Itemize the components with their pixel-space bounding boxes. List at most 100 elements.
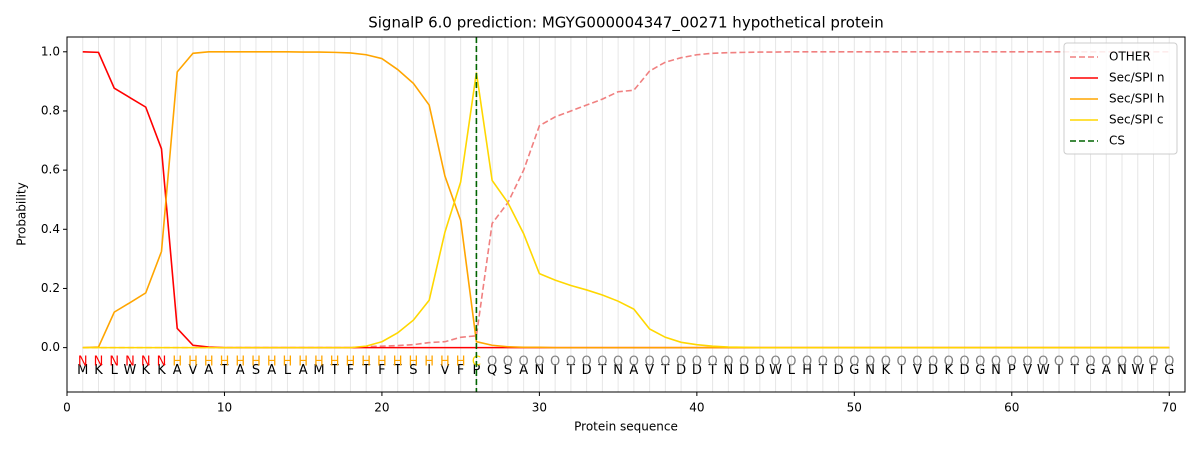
residue: L [284, 363, 292, 378]
x-tick-label: 40 [689, 401, 704, 415]
residue: Q [487, 363, 497, 378]
y-tick-label: 0.6 [41, 163, 60, 177]
residue: G [1085, 363, 1095, 378]
residue: F [457, 363, 464, 378]
residue: V [645, 363, 654, 378]
region-label: O [755, 354, 765, 369]
region-label: H [330, 354, 340, 369]
residue: I [1057, 363, 1061, 378]
region-label: O [1133, 354, 1143, 369]
residue: D [692, 363, 702, 378]
residue: F [347, 363, 354, 378]
region-label: O [786, 354, 796, 369]
residue: K [94, 363, 103, 378]
residue: A [629, 363, 638, 378]
region-label: H [440, 354, 450, 369]
legend-label: Sec/SPI n [1109, 71, 1164, 85]
plot-frame [66, 36, 1186, 393]
region-label: O [582, 354, 592, 369]
residue: M [77, 363, 88, 378]
residue: W [1131, 363, 1144, 378]
region-label: H [314, 354, 324, 369]
y-tick-label: 0.0 [41, 340, 60, 354]
region-label: O [802, 354, 812, 369]
residue: K [141, 363, 150, 378]
residue: D [960, 363, 970, 378]
y-tick-label: 1.0 [41, 44, 60, 58]
residue: D [755, 363, 765, 378]
region-label: H [424, 354, 434, 369]
residue: T [361, 363, 370, 378]
region-label: N [94, 354, 104, 369]
region-label: N [78, 354, 88, 369]
residue: S [409, 363, 417, 378]
residue: T [660, 363, 669, 378]
residue: N [535, 363, 545, 378]
residue: A [236, 363, 245, 378]
region-label: H [283, 354, 293, 369]
region-label: O [1070, 354, 1080, 369]
residue: F [378, 363, 385, 378]
legend-box [1063, 42, 1178, 155]
region-label: O [1054, 354, 1064, 369]
region-label: O [928, 354, 938, 369]
region-label: O [597, 354, 607, 369]
residue: I [900, 363, 904, 378]
residue: T [566, 363, 575, 378]
region-label: O [991, 354, 1001, 369]
residue: P [1008, 363, 1016, 378]
region-label: O [833, 354, 843, 369]
residue: G [849, 363, 859, 378]
region-label: O [818, 354, 828, 369]
region-label: O [865, 354, 875, 369]
x-tick-label: 30 [532, 401, 547, 415]
residue: M [313, 363, 324, 378]
residue: W [1037, 363, 1050, 378]
region-label: O [613, 354, 623, 369]
residue: D [582, 363, 592, 378]
residue: N [991, 363, 1001, 378]
residue: V [913, 363, 922, 378]
residue: V [440, 363, 449, 378]
region-label: H [267, 354, 277, 369]
region-label: O [1022, 354, 1032, 369]
region-label: O [1007, 354, 1017, 369]
x-tick-label: 20 [374, 401, 389, 415]
residue: D [676, 363, 686, 378]
residue: K [945, 363, 954, 378]
residue: I [553, 363, 557, 378]
region-label: O [645, 354, 655, 369]
residue: D [739, 363, 749, 378]
residue: N [723, 363, 733, 378]
region-label: H [456, 354, 466, 369]
region-label: O [1085, 354, 1095, 369]
region-label: H [204, 354, 214, 369]
region-label: O [692, 354, 702, 369]
region-label: O [1117, 354, 1127, 369]
residue: I [427, 363, 431, 378]
residue: A [173, 363, 182, 378]
region-label: H [393, 354, 403, 369]
x-tick-label: 0 [63, 401, 71, 415]
y-tick-label: 0.4 [41, 222, 60, 236]
residue: S [504, 363, 512, 378]
region-label: O [881, 354, 891, 369]
residue: T [219, 363, 228, 378]
region-label: O [1148, 354, 1158, 369]
residue: G [1164, 363, 1174, 378]
region-label: O [550, 354, 560, 369]
region-label: O [487, 354, 497, 369]
residue: T [1070, 363, 1079, 378]
region-label: O [534, 354, 544, 369]
residue: T [597, 363, 606, 378]
region-label: H [298, 354, 308, 369]
residue: W [769, 363, 782, 378]
residue: L [111, 363, 119, 378]
residue: N [865, 363, 875, 378]
region-label: H [377, 354, 387, 369]
residue: A [204, 363, 213, 378]
region-label: H [251, 354, 261, 369]
x-tick-label: 10 [217, 401, 232, 415]
region-label: N [141, 354, 151, 369]
